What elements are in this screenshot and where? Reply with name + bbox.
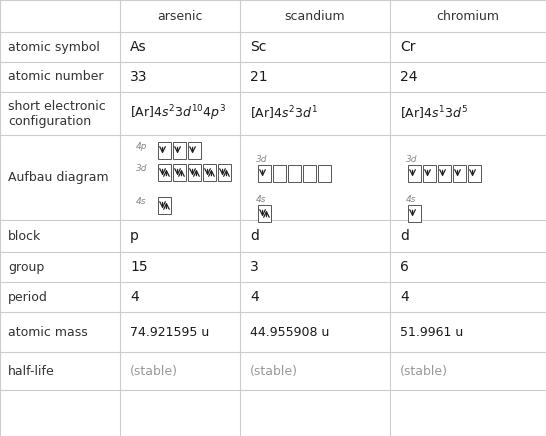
Bar (303, 165, 316, 182)
Text: 51.9961 u: 51.9961 u (400, 326, 463, 338)
Text: d: d (250, 229, 259, 243)
Bar (438, 165, 451, 182)
Text: $[\mathrm{Ar}]4s^2 3d^{10} 4p^3$: $[\mathrm{Ar}]4s^2 3d^{10} 4p^3$ (130, 104, 226, 123)
Text: 6: 6 (400, 260, 409, 274)
Text: 4s: 4s (136, 197, 146, 206)
Text: 4: 4 (250, 290, 259, 304)
Text: scandium: scandium (284, 10, 345, 23)
Bar (453, 165, 466, 182)
Text: atomic mass: atomic mass (8, 326, 88, 338)
Bar (188, 142, 201, 159)
Text: 4s: 4s (256, 195, 266, 204)
Bar (273, 165, 286, 182)
Text: (stable): (stable) (250, 364, 298, 378)
Text: 74.921595 u: 74.921595 u (130, 326, 209, 338)
Bar (158, 164, 171, 181)
Text: atomic symbol: atomic symbol (8, 41, 100, 54)
Bar (318, 165, 331, 182)
Bar (218, 164, 231, 181)
Bar (423, 165, 436, 182)
Text: period: period (8, 290, 48, 303)
Text: 4p: 4p (136, 142, 147, 151)
Text: (stable): (stable) (400, 364, 448, 378)
Text: 15: 15 (130, 260, 147, 274)
Bar (408, 165, 421, 182)
Text: half-life: half-life (8, 364, 55, 378)
Text: 3d: 3d (136, 164, 147, 173)
Text: (stable): (stable) (130, 364, 178, 378)
Text: 44.955908 u: 44.955908 u (250, 326, 329, 338)
Bar (158, 142, 171, 159)
Text: 33: 33 (130, 70, 147, 84)
Text: arsenic: arsenic (157, 10, 203, 23)
Text: 4: 4 (400, 290, 409, 304)
Bar (288, 165, 301, 182)
Bar (203, 164, 216, 181)
Bar (258, 165, 271, 182)
Text: atomic number: atomic number (8, 71, 104, 84)
Bar (468, 165, 481, 182)
Bar (258, 205, 271, 222)
Text: 24: 24 (400, 70, 418, 84)
Bar (188, 164, 201, 181)
Text: 3: 3 (250, 260, 259, 274)
Text: p: p (130, 229, 139, 243)
Text: As: As (130, 40, 147, 54)
Text: d: d (400, 229, 409, 243)
Text: Cr: Cr (400, 40, 416, 54)
Bar (158, 197, 171, 214)
Text: 3d: 3d (406, 155, 418, 164)
Text: Aufbau diagram: Aufbau diagram (8, 171, 109, 184)
Bar (408, 205, 421, 222)
Text: 4: 4 (130, 290, 139, 304)
Text: chromium: chromium (436, 10, 500, 23)
Text: block: block (8, 229, 41, 242)
Text: short electronic
configuration: short electronic configuration (8, 99, 106, 127)
Text: $[\mathrm{Ar}]4s^1 3d^5$: $[\mathrm{Ar}]4s^1 3d^5$ (400, 105, 468, 122)
Text: 4s: 4s (406, 195, 417, 204)
Bar (173, 164, 186, 181)
Bar (173, 142, 186, 159)
Text: Sc: Sc (250, 40, 266, 54)
Text: 21: 21 (250, 70, 268, 84)
Text: group: group (8, 260, 44, 273)
Text: $[\mathrm{Ar}]4s^2 3d^1$: $[\mathrm{Ar}]4s^2 3d^1$ (250, 105, 318, 122)
Text: 3d: 3d (256, 155, 268, 164)
